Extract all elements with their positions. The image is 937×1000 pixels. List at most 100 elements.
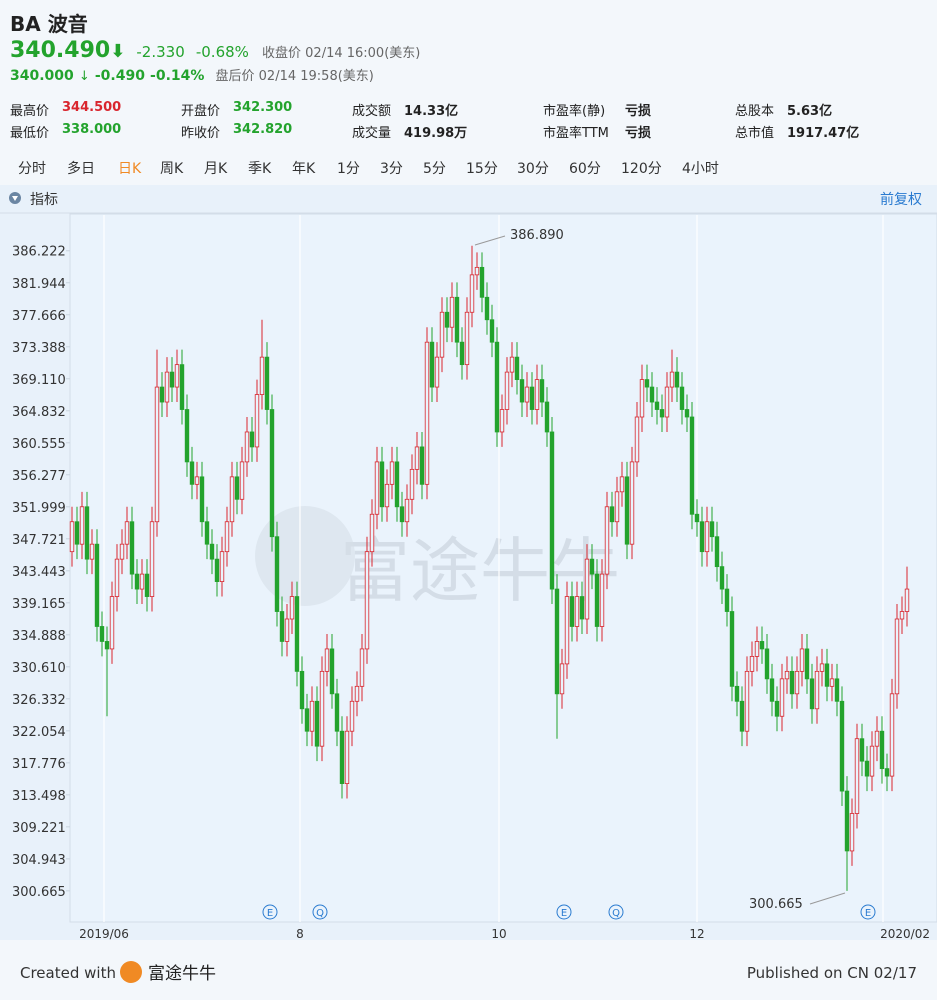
candle-body (384, 483, 390, 508)
candle-body (804, 648, 810, 680)
candle-body (869, 745, 875, 777)
tab[interactable]: 5分 (423, 161, 446, 177)
tab[interactable]: 30分 (517, 161, 549, 177)
tab[interactable]: 120分 (621, 161, 662, 177)
candle-body (454, 296, 460, 343)
tab[interactable]: 4小时 (682, 161, 719, 177)
tab[interactable]: 月K (204, 161, 228, 177)
tab[interactable]: 3分 (380, 161, 403, 177)
candle-body (884, 768, 890, 777)
tab[interactable]: 季K (248, 161, 272, 177)
candle-body (304, 708, 310, 732)
stat-value: 14.33亿 (404, 104, 459, 119)
footer-bg (0, 945, 937, 1000)
y-tick-label: 309.221 (12, 821, 66, 836)
tab[interactable]: 年K (292, 161, 316, 177)
y-tick-label: 347.721 (12, 533, 66, 548)
y-tick-label: 381.944 (12, 277, 66, 292)
y-tick-label: 339.165 (12, 597, 66, 612)
candle-body (659, 409, 665, 418)
candle-body (439, 311, 445, 358)
y-tick-label: 317.776 (12, 757, 66, 772)
tab[interactable]: 15分 (466, 161, 498, 177)
candle-body (99, 626, 105, 642)
candle-body (104, 641, 110, 650)
candle-body (524, 386, 530, 403)
tab[interactable]: 日K (118, 161, 142, 177)
stat-value: 1917.47亿 (787, 126, 860, 141)
event[interactable]: E (865, 908, 871, 919)
candle-body (514, 356, 520, 380)
after-arrow: ↓ (78, 69, 90, 84)
candle-body (619, 476, 625, 493)
stat-label: 总股本 (735, 104, 775, 119)
candle-body (504, 371, 510, 410)
candle-body (534, 379, 540, 410)
candle-body (559, 663, 565, 695)
tab[interactable]: 分时 (18, 161, 46, 177)
tab[interactable]: 多日 (67, 161, 95, 177)
max-label: 386.890 (510, 228, 564, 243)
y-tick-label: 377.666 (12, 309, 66, 324)
candle-body (209, 543, 215, 560)
candle-body (644, 379, 650, 388)
candle-body (654, 401, 660, 410)
candle-body (494, 341, 500, 433)
stat-label: 最低价 (10, 126, 50, 141)
stat-value: 342.300 (233, 100, 293, 115)
min-label: 300.665 (749, 897, 803, 912)
candle-body (779, 678, 785, 717)
event[interactable]: E (561, 908, 567, 919)
candle-body (569, 596, 575, 627)
after-status: 盘后价 02/14 19:58(美东) (215, 69, 374, 84)
candle-body (414, 446, 420, 470)
y-tick-label: 322.054 (12, 725, 66, 740)
candle-body (299, 670, 305, 710)
candle-body (624, 476, 630, 545)
change: -2.330 (136, 43, 185, 61)
after-change: -0.490 (94, 68, 145, 84)
candles (69, 245, 910, 891)
tab[interactable]: 周K (160, 161, 184, 177)
tab[interactable]: 1分 (337, 161, 360, 177)
candle-body (434, 356, 440, 388)
candle-body (774, 700, 780, 717)
price: 340.490 (10, 38, 111, 63)
candle-body (664, 386, 670, 418)
candle-body (184, 409, 190, 463)
candle-body (724, 588, 730, 612)
candle-body (349, 700, 355, 732)
candle-body (359, 648, 365, 687)
y-tick-label: 300.665 (12, 885, 66, 900)
candle-body (459, 341, 465, 366)
candle-body (134, 573, 140, 590)
candle-body (874, 730, 880, 747)
candle-body (279, 611, 285, 642)
candle-body (544, 401, 550, 433)
candle-body (219, 551, 225, 582)
candle-body (689, 416, 695, 515)
candle-body (379, 461, 385, 508)
event[interactable]: Q (612, 908, 620, 919)
tab[interactable]: 60分 (569, 161, 601, 177)
event[interactable]: E (267, 908, 273, 919)
candle-body (674, 371, 680, 388)
x-tick-label: 12 (689, 927, 704, 941)
candle-body (79, 506, 85, 545)
candle-body (124, 521, 130, 545)
candle-body (94, 543, 100, 627)
candle-body (259, 356, 265, 395)
candle-body (894, 618, 900, 695)
candle-body (154, 386, 160, 523)
event[interactable]: Q (316, 908, 324, 919)
candle-body (254, 394, 260, 448)
event-circle (556, 904, 572, 920)
candle-body (699, 521, 705, 553)
candle-body (109, 596, 115, 650)
y-tick-label: 334.888 (12, 629, 66, 644)
candle-body (204, 521, 210, 545)
stat-label: 总市值 (735, 126, 775, 141)
adjust[interactable]: 前复权 (880, 191, 922, 208)
y-tick-label: 351.999 (12, 501, 66, 516)
